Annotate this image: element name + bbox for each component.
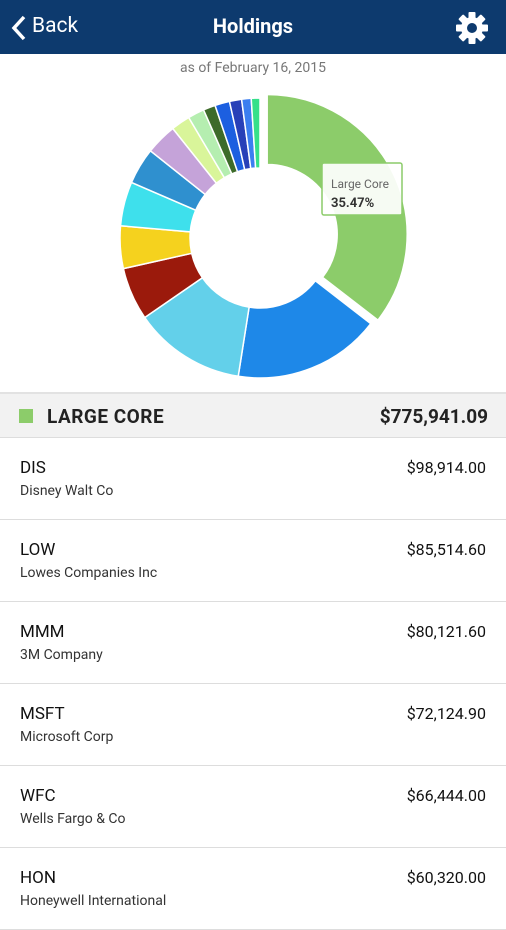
tooltip-box	[321, 162, 403, 216]
holding-value: $60,320.00	[406, 868, 486, 887]
holding-value: $85,514.60	[406, 540, 486, 559]
holding-name: Lowes Companies Inc	[20, 565, 158, 581]
as-of-date: as of February 16, 2015	[180, 60, 326, 76]
holding-row[interactable]: WFC Wells Fargo & Co $66,444.00	[0, 766, 506, 848]
back-icon[interactable]	[10, 15, 28, 41]
tooltip: Large Core 35.47%	[321, 162, 403, 216]
tooltip-label: Large Core	[331, 177, 389, 191]
settings-icon[interactable]	[455, 11, 489, 45]
donut-chart[interactable]: Large Core 35.47%	[0, 80, 506, 390]
holding-value: $98,914.00	[406, 458, 486, 477]
holding-row[interactable]: MSFT Microsoft Corp $72,124.90	[0, 684, 506, 766]
holding-symbol: WFC	[20, 786, 56, 806]
holding-value: $80,121.60	[406, 622, 486, 641]
holding-row[interactable]: DIS Disney Walt Co $98,914.00	[0, 438, 506, 520]
tooltip-value: 35.47%	[331, 196, 375, 211]
holding-value: $72,124.90	[406, 704, 486, 723]
holding-name: Disney Walt Co	[20, 483, 114, 499]
holding-row[interactable]: MMM 3M Company $80,121.60	[0, 602, 506, 684]
holding-symbol: LOW	[20, 540, 56, 560]
holding-name: 3M Company	[20, 647, 103, 663]
holding-symbol: MMM	[20, 622, 65, 642]
holding-symbol: HON	[20, 868, 56, 888]
holding-symbol: MSFT	[20, 704, 65, 724]
holding-name: Honeywell International	[20, 893, 167, 909]
screen-title: Holdings	[212, 14, 294, 38]
back-button[interactable]: Back	[32, 14, 79, 38]
group-total: $775,941.09	[379, 405, 488, 428]
group-header[interactable]: LARGE CORE $775,941.09	[0, 392, 506, 438]
donut-slice	[250, 97, 261, 169]
header: Back Holdings	[0, 0, 506, 54]
group-swatch	[19, 409, 33, 423]
holding-row[interactable]: LOW Lowes Companies Inc $85,514.60	[0, 520, 506, 602]
holding-value: $66,444.00	[406, 786, 486, 805]
holding-name: Wells Fargo & Co	[20, 811, 126, 827]
holding-row[interactable]: HON Honeywell International $60,320.00	[0, 848, 506, 930]
holding-name: Microsoft Corp	[20, 729, 114, 745]
holding-symbol: DIS	[20, 458, 46, 478]
donut-slice	[237, 279, 372, 379]
group-name: LARGE CORE	[47, 405, 165, 428]
